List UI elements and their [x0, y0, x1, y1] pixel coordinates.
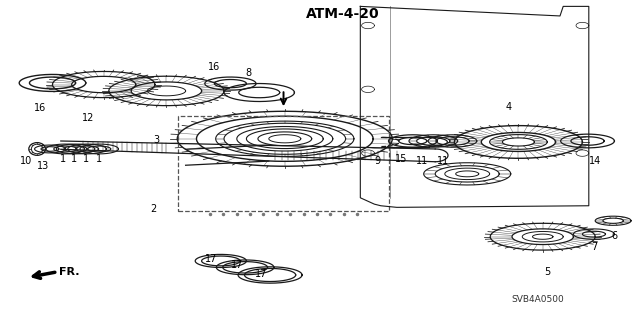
Text: 11: 11	[436, 156, 449, 166]
Text: 1: 1	[83, 154, 90, 165]
Text: SVB4A0500: SVB4A0500	[511, 295, 564, 304]
Text: 5: 5	[544, 267, 550, 277]
Text: ATM-4-20: ATM-4-20	[305, 7, 380, 21]
Text: 12: 12	[82, 113, 95, 123]
Text: 9: 9	[374, 156, 381, 166]
Text: 16: 16	[208, 62, 221, 72]
Text: 8: 8	[245, 68, 252, 78]
Text: 6: 6	[611, 231, 618, 241]
Text: FR.: FR.	[59, 267, 79, 277]
Text: 17: 17	[205, 254, 218, 264]
Text: 17: 17	[230, 260, 243, 271]
Text: 11: 11	[416, 156, 429, 166]
Text: 15: 15	[395, 153, 408, 164]
Text: 13: 13	[37, 161, 50, 171]
Text: 3: 3	[154, 135, 160, 145]
Text: 2: 2	[150, 204, 157, 214]
Text: 1: 1	[96, 154, 102, 165]
Text: 17: 17	[255, 269, 268, 279]
Text: 16: 16	[34, 103, 47, 114]
Text: 10: 10	[19, 156, 32, 166]
Text: 7: 7	[591, 242, 597, 252]
Text: 4: 4	[506, 102, 512, 112]
Text: 1: 1	[70, 154, 77, 165]
Text: 1: 1	[60, 154, 66, 165]
Text: 14: 14	[589, 156, 602, 166]
